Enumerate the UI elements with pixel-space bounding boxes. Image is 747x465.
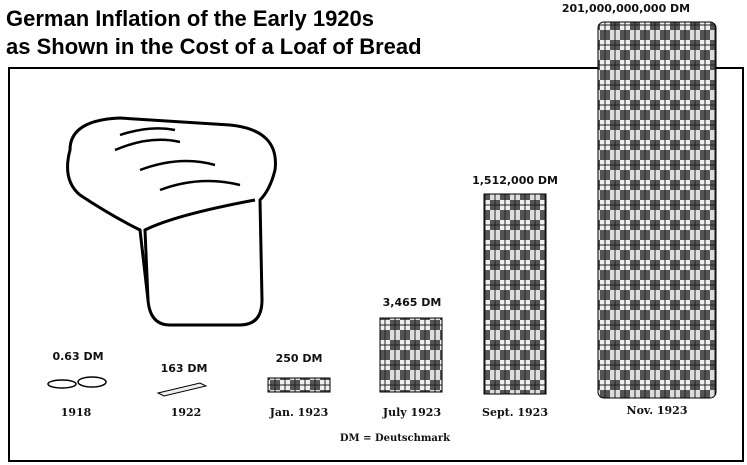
date-label: July 1923 [382, 406, 441, 419]
date-label: Sept. 1923 [482, 406, 548, 419]
price-label: 201,000,000,000 DM [562, 2, 690, 15]
date-label: 1922 [171, 406, 202, 419]
banknote-stack [268, 378, 330, 392]
price-label: 163 DM [161, 362, 208, 375]
infographic: German Inflation of the Early 1920s as S… [0, 0, 747, 465]
date-label: Nov. 1923 [627, 404, 688, 417]
price-label: 0.63 DM [52, 350, 103, 363]
banknote-stack [484, 194, 546, 394]
price-label: 1,512,000 DM [472, 174, 558, 187]
title-line: as Shown in the Cost of a Loaf of Bread [6, 34, 422, 59]
date-label: 1918 [61, 406, 92, 419]
title-line: German Inflation of the Early 1920s [6, 6, 374, 31]
banknote-stack [380, 318, 442, 392]
price-label: 3,465 DM [383, 296, 442, 309]
price-label: 250 DM [276, 352, 323, 365]
note: DM = Deutschmark [340, 433, 451, 444]
banknote-stack [598, 22, 716, 398]
date-label: Jan. 1923 [269, 406, 329, 419]
